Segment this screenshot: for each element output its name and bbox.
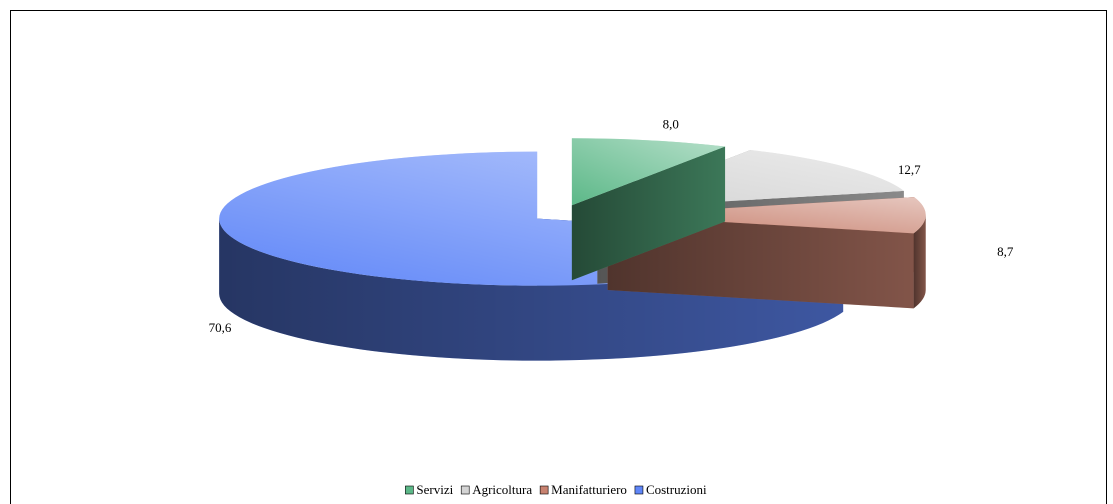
legend-item: Costruzioni <box>634 482 707 497</box>
slice-side-shade <box>607 215 914 309</box>
legend-swatch <box>634 485 644 495</box>
legend-label: Servizi <box>416 482 453 497</box>
legend-swatch <box>460 485 470 495</box>
data-label: 8,7 <box>997 244 1014 259</box>
pie: 70,6 12,7 8,7 8,0 <box>209 116 1014 361</box>
data-label: 70,6 <box>209 320 232 335</box>
legend-label: Manifatturiero <box>551 482 627 497</box>
slice-highlight <box>571 138 726 206</box>
legend-swatch <box>405 485 414 495</box>
legend-item: Agricoltura <box>460 482 532 497</box>
slice-side-shade <box>219 218 844 361</box>
data-label: 12,7 <box>898 162 921 177</box>
chart-frame <box>10 10 1107 504</box>
legend-swatch <box>539 485 549 495</box>
slice-side-shade <box>913 215 926 309</box>
legend: Servizi Agricoltura Manifatturiero Costruzi… <box>405 482 707 497</box>
legend-item: Manifatturiero <box>539 482 627 497</box>
legend-item: Servizi <box>405 482 454 497</box>
legend-label: Costruzioni <box>646 482 707 497</box>
legend-label: Agricoltura <box>472 482 532 497</box>
data-label: 8,0 <box>663 116 679 131</box>
slice-side-shade <box>571 146 726 281</box>
slice-highlight <box>607 197 926 234</box>
